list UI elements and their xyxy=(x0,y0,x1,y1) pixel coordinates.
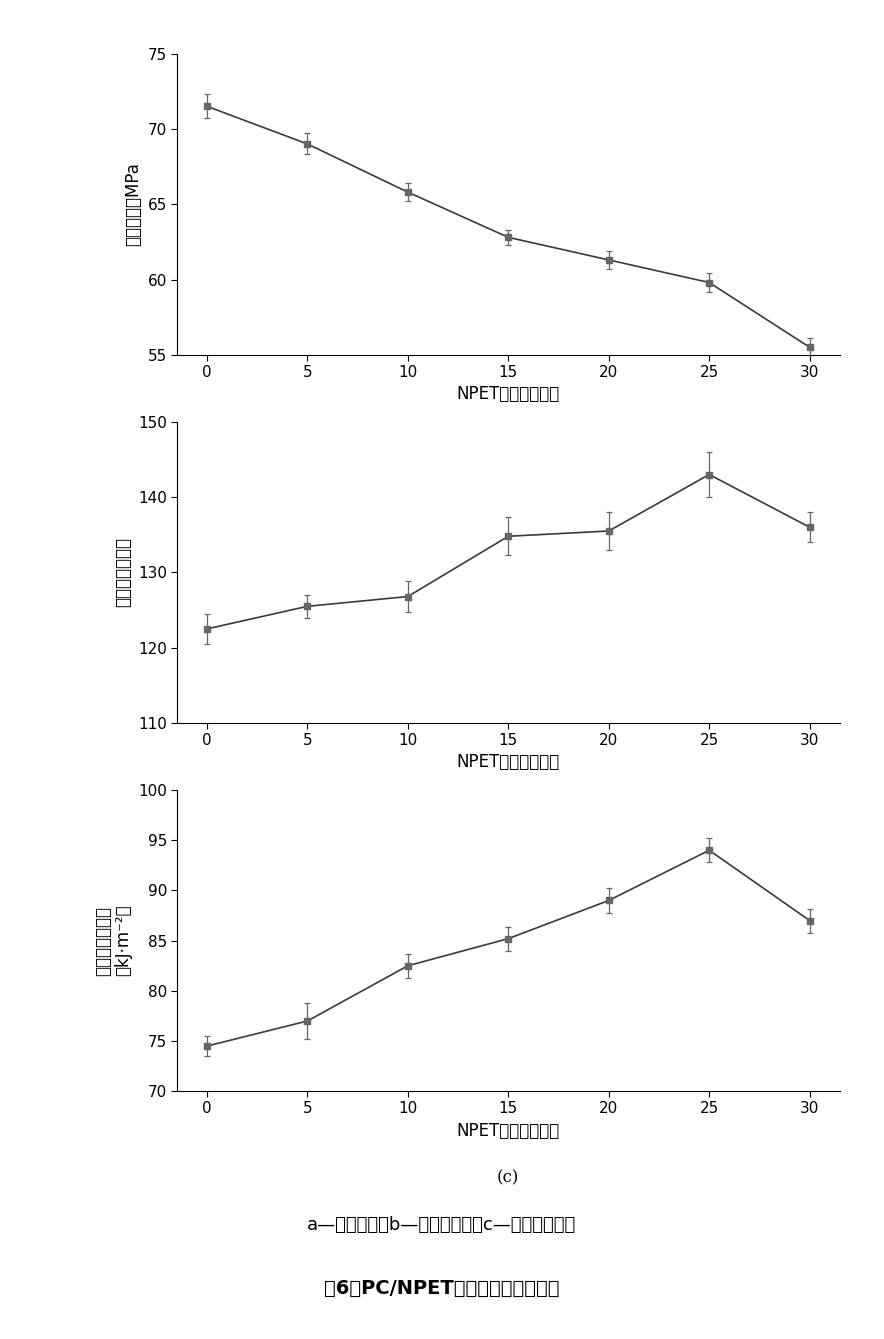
Y-axis label: 缺口冲击强度／
（kJ·m⁻²）: 缺口冲击强度／ （kJ·m⁻²） xyxy=(94,905,133,976)
Y-axis label: 拉伸强度／MPa: 拉伸强度／MPa xyxy=(124,162,142,246)
Y-axis label: 断裂伸长率／％: 断裂伸长率／％ xyxy=(115,537,133,608)
Text: (c): (c) xyxy=(497,1170,520,1186)
Text: 图6　PC/NPET复合材料的力学性能: 图6 PC/NPET复合材料的力学性能 xyxy=(324,1279,560,1297)
X-axis label: NPET质量分数／％: NPET质量分数／％ xyxy=(457,386,560,403)
X-axis label: NPET质量分数／％: NPET质量分数／％ xyxy=(457,754,560,771)
Text: (b): (b) xyxy=(497,801,520,818)
Text: (a): (a) xyxy=(497,434,520,450)
Text: a—拉伸强度；b—断裂伸长率；c—缺口冲击强度: a—拉伸强度；b—断裂伸长率；c—缺口冲击强度 xyxy=(308,1216,576,1235)
X-axis label: NPET质量分数／％: NPET质量分数／％ xyxy=(457,1122,560,1139)
